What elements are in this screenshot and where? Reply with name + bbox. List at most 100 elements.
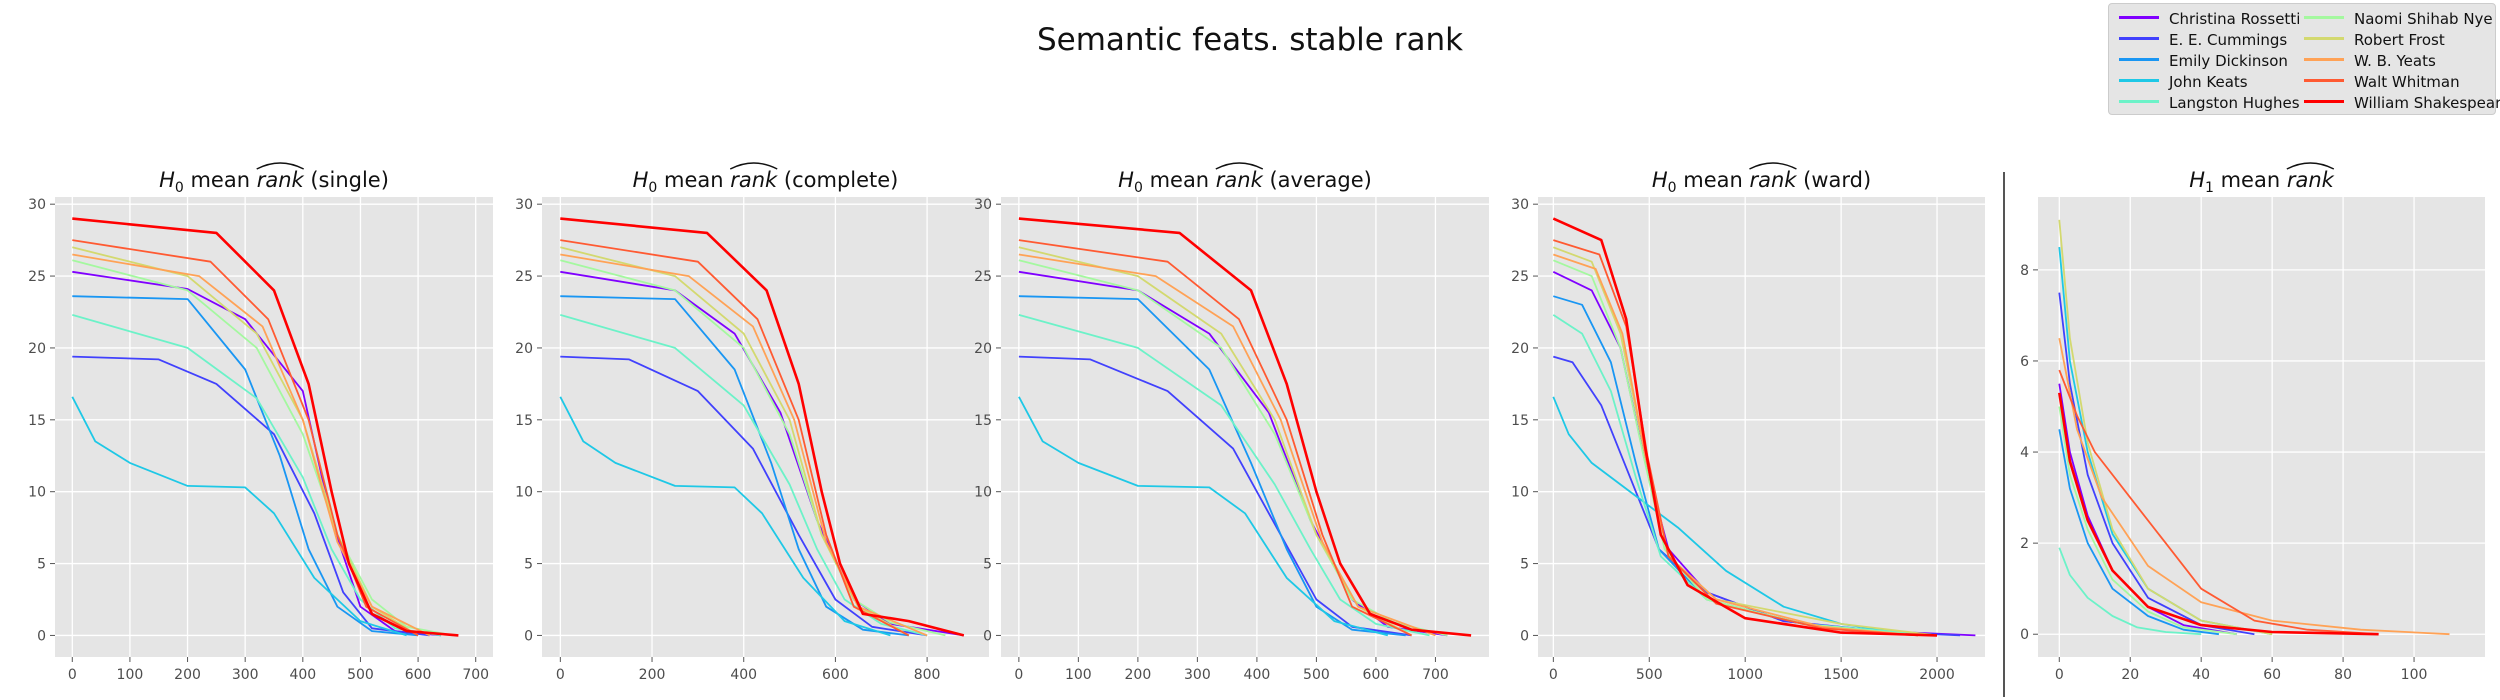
rank-hat-accent	[1749, 162, 1797, 170]
legend: Christina Rossetti E. E. Cummings Emily …	[2108, 3, 2500, 115]
y-tick-label: 15	[28, 413, 46, 429]
y-tick-label: 20	[1511, 341, 1529, 357]
legend-swatch	[2304, 37, 2344, 40]
figure-title: Semantic feats. stable rank	[1036, 22, 1464, 58]
series-line	[1018, 355, 1412, 637]
legend-label: Christina Rossetti	[2169, 10, 2301, 28]
x-tick-label: 0	[1549, 667, 1558, 683]
chart-panel: 0 100 200 300 400 500 600 700 0 5 10 15 20 25 30 H0 mea…	[28, 162, 493, 683]
x-tick-label: 800	[914, 667, 941, 683]
legend-label: E. E. Cummings	[2169, 31, 2288, 49]
legend-item: Naomi Shihab Nye	[2304, 9, 2493, 29]
legend-swatch	[2119, 58, 2159, 61]
x-tick-label: 400	[730, 667, 757, 683]
x-tick-label: 400	[1244, 667, 1271, 683]
legend-item: Christina Rossetti	[2119, 9, 2300, 29]
series-line	[72, 239, 419, 637]
x-tick-label: 80	[2334, 667, 2352, 683]
series-line	[560, 239, 910, 637]
series-line	[560, 259, 946, 637]
y-tick-label: 0	[1520, 628, 1529, 644]
legend-item: Robert Frost	[2304, 30, 2445, 50]
x-tick-label: 0	[2055, 667, 2064, 683]
chart-panel: 0 20 40 60 80 100 0 2 4 6 8 H1 mean rank	[2020, 162, 2485, 683]
legend-item: E. E. Cummings	[2119, 30, 2287, 50]
series-line	[1018, 253, 1436, 637]
legend-label: Walt Whitman	[2354, 73, 2460, 91]
panel-title: H0 mean rank (ward)	[1652, 168, 1871, 196]
y-tick-label: 25	[974, 269, 992, 285]
x-tick-label: 100	[2401, 667, 2428, 683]
rank-hat-accent	[1215, 162, 1264, 170]
y-tick-label: 30	[28, 197, 46, 213]
series-line	[2058, 392, 2379, 636]
legend-label: W. B. Yeats	[2354, 52, 2436, 70]
x-tick-label: 1000	[1727, 667, 1763, 683]
plot-area	[542, 197, 989, 657]
y-tick-label: 5	[37, 557, 46, 573]
x-tick-label: 100	[117, 667, 144, 683]
x-tick-label: 40	[2192, 667, 2210, 683]
series-line	[560, 295, 909, 637]
rank-hat-accent	[2286, 162, 2335, 170]
y-tick-label: 10	[1511, 485, 1529, 501]
y-tick-label: 30	[974, 197, 992, 213]
x-tick-label: 300	[232, 667, 259, 683]
chart-panel: 0 500 1000 1500 2000 0 5 10 15 20 25 30 H0 mean rank…	[1511, 162, 1985, 683]
y-tick-label: 10	[28, 485, 46, 501]
panel-title: H0 mean rank (average)	[1118, 168, 1372, 196]
y-tick-label: 10	[515, 485, 533, 501]
y-tick-label: 5	[524, 557, 533, 573]
y-tick-label: 0	[2020, 627, 2029, 643]
series-line	[72, 259, 453, 637]
legend-swatch	[2304, 100, 2344, 103]
x-tick-label: 0	[556, 667, 565, 683]
y-tick-label: 30	[1511, 197, 1529, 213]
x-tick-label: 20	[2121, 667, 2139, 683]
series-line	[560, 217, 965, 637]
x-tick-label: 500	[1636, 667, 1663, 683]
series-line	[2058, 547, 2202, 636]
y-tick-label: 10	[974, 485, 992, 501]
legend-item: Emily Dickinson	[2119, 51, 2288, 71]
panel-title: H0 mean rank (complete)	[633, 168, 899, 196]
x-tick-label: 600	[405, 667, 432, 683]
x-tick-label: 0	[68, 667, 77, 683]
x-tick-label: 500	[1303, 667, 1330, 683]
series-line	[1018, 295, 1406, 637]
legend-swatch	[2119, 100, 2159, 103]
legend-swatch	[2304, 79, 2344, 82]
legend-item: William Shakespeare	[2304, 93, 2500, 113]
x-tick-label: 700	[1422, 667, 1449, 683]
series-line	[1552, 396, 1919, 637]
y-tick-label: 8	[2020, 263, 2029, 279]
rank-hat-accent	[256, 162, 305, 170]
series-line	[72, 253, 431, 637]
series-line	[1018, 217, 1472, 637]
legend-label: John Keats	[2169, 73, 2248, 91]
legend-swatch	[2304, 58, 2344, 61]
panel-title: H0 mean rank (single)	[159, 168, 389, 196]
x-tick-label: 0	[1014, 667, 1023, 683]
y-tick-label: 20	[515, 341, 533, 357]
series-line	[72, 217, 459, 637]
legend-label: Langston Hughes	[2169, 94, 2300, 112]
legend-label: Robert Frost	[2354, 31, 2445, 49]
y-tick-label: 25	[515, 269, 533, 285]
legend-swatch	[2304, 16, 2344, 19]
legend-item: Walt Whitman	[2304, 72, 2460, 92]
legend-swatch	[2119, 79, 2159, 82]
plot-area	[1538, 197, 1985, 657]
plot-area	[2038, 197, 2485, 657]
series-line	[1553, 239, 1918, 637]
series-line	[1552, 217, 1938, 637]
x-tick-label: 2000	[1919, 667, 1955, 683]
legend-label: Naomi Shihab Nye	[2354, 10, 2493, 28]
y-tick-label: 30	[515, 197, 533, 213]
chart-panel: 0 100 200 300 400 500 600 700 0 5 10 15 20 25 30 H0 mea…	[974, 162, 1489, 683]
x-tick-label: 200	[639, 667, 666, 683]
x-tick-label: 200	[1125, 667, 1152, 683]
series-line	[1018, 314, 1430, 637]
